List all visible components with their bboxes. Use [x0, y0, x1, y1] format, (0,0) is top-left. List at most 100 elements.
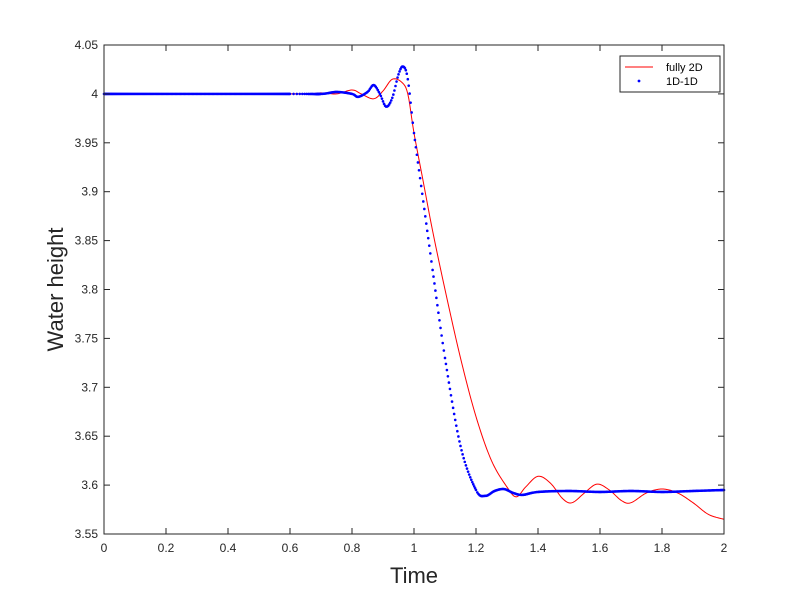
data-point — [403, 66, 407, 70]
data-point — [453, 418, 457, 422]
y-tick-label: 3.6 — [81, 478, 98, 492]
data-point — [410, 111, 413, 114]
data-point — [467, 473, 471, 476]
data-point — [459, 444, 462, 448]
data-point — [389, 99, 393, 102]
y-tick-label: 3.55 — [75, 527, 99, 541]
legend-box — [619, 55, 721, 93]
data-point — [440, 334, 443, 337]
data-point — [415, 153, 419, 157]
data-point — [394, 84, 397, 88]
data-point — [427, 244, 431, 247]
y-tick-label: 3.75 — [75, 331, 99, 345]
legend-label: fully 2D — [666, 62, 703, 74]
y-tick-label: 3.9 — [81, 185, 98, 199]
data-point — [437, 311, 440, 315]
data-point — [413, 138, 417, 142]
y-tick-label: 3.95 — [75, 136, 99, 150]
x-axis-title: Time — [390, 563, 438, 588]
data-point — [406, 77, 410, 81]
x-tick-label: 0 — [101, 541, 108, 555]
data-point — [466, 470, 470, 473]
data-point — [448, 387, 452, 391]
data-point — [292, 92, 295, 96]
data-point — [439, 326, 442, 330]
data-point — [407, 84, 411, 87]
data-point — [395, 80, 398, 83]
data-point — [295, 92, 299, 96]
data-point — [393, 89, 396, 92]
data-point — [449, 393, 453, 397]
plot-area — [102, 65, 726, 520]
data-point — [444, 362, 448, 366]
data-point — [425, 229, 429, 233]
data-point — [472, 483, 475, 486]
data-point — [469, 478, 473, 482]
y-tick-label: 3.65 — [75, 429, 99, 443]
data-point — [405, 72, 409, 76]
y-axis-title: Water height — [43, 228, 68, 352]
data-point — [442, 349, 446, 352]
legend: fully 2D 1D-1D — [619, 55, 721, 93]
data-point — [379, 94, 383, 98]
data-point — [408, 92, 411, 95]
data-point — [416, 161, 420, 164]
x-tick-label: 1.6 — [592, 541, 609, 555]
data-point — [436, 303, 439, 307]
series-dots-1d-1d — [102, 65, 726, 498]
data-point — [392, 93, 395, 96]
data-point — [450, 400, 454, 403]
data-point — [451, 406, 455, 410]
data-point — [305, 92, 309, 96]
data-point — [458, 440, 461, 443]
x-tick-label: 0.2 — [158, 541, 175, 555]
data-point — [301, 92, 304, 96]
data-point — [471, 480, 474, 484]
y-tick-label: 3.7 — [81, 380, 98, 394]
data-point — [460, 448, 463, 452]
data-point — [464, 464, 468, 467]
data-point — [430, 260, 433, 263]
data-point — [463, 460, 467, 464]
data-point — [409, 101, 412, 104]
data-point — [424, 215, 427, 218]
data-point — [431, 268, 434, 272]
data-point — [474, 488, 478, 492]
data-point — [396, 76, 399, 79]
axes: 0 0.2 0.4 0.6 0.8 1 1.2 1.4 1.6 1.8 2 3.55 3.6 3.65 3.… — [75, 38, 728, 555]
legend-label: 1D-1D — [666, 76, 698, 88]
data-point — [432, 275, 435, 278]
data-point — [424, 222, 428, 225]
data-point — [376, 88, 380, 92]
legend-swatch-dot — [637, 79, 641, 83]
data-point — [411, 121, 415, 125]
data-point — [412, 131, 416, 135]
y-tick-label: 4.05 — [75, 38, 99, 52]
data-point — [429, 252, 432, 255]
data-point — [422, 200, 425, 203]
data-point — [397, 73, 400, 76]
x-tick-label: 0.4 — [220, 541, 237, 555]
data-point — [446, 374, 450, 378]
data-point — [426, 236, 430, 240]
data-point — [435, 296, 438, 300]
data-point — [433, 282, 436, 285]
data-point — [423, 207, 426, 211]
data-point — [420, 192, 424, 196]
data-point — [438, 318, 441, 322]
x-tick-label: 1.4 — [530, 541, 547, 555]
x-tick-label: 0.8 — [344, 541, 361, 555]
y-tick-label: 3.8 — [81, 283, 98, 297]
data-point — [398, 70, 401, 73]
data-point — [447, 381, 451, 384]
data-point — [454, 424, 458, 427]
x-tick-label: 0.6 — [282, 541, 299, 555]
data-point — [303, 92, 306, 96]
data-point — [417, 168, 421, 172]
x-tick-label: 2 — [721, 541, 728, 555]
x-tick-label: 1.8 — [654, 541, 671, 555]
y-tick-label: 4 — [91, 87, 98, 101]
